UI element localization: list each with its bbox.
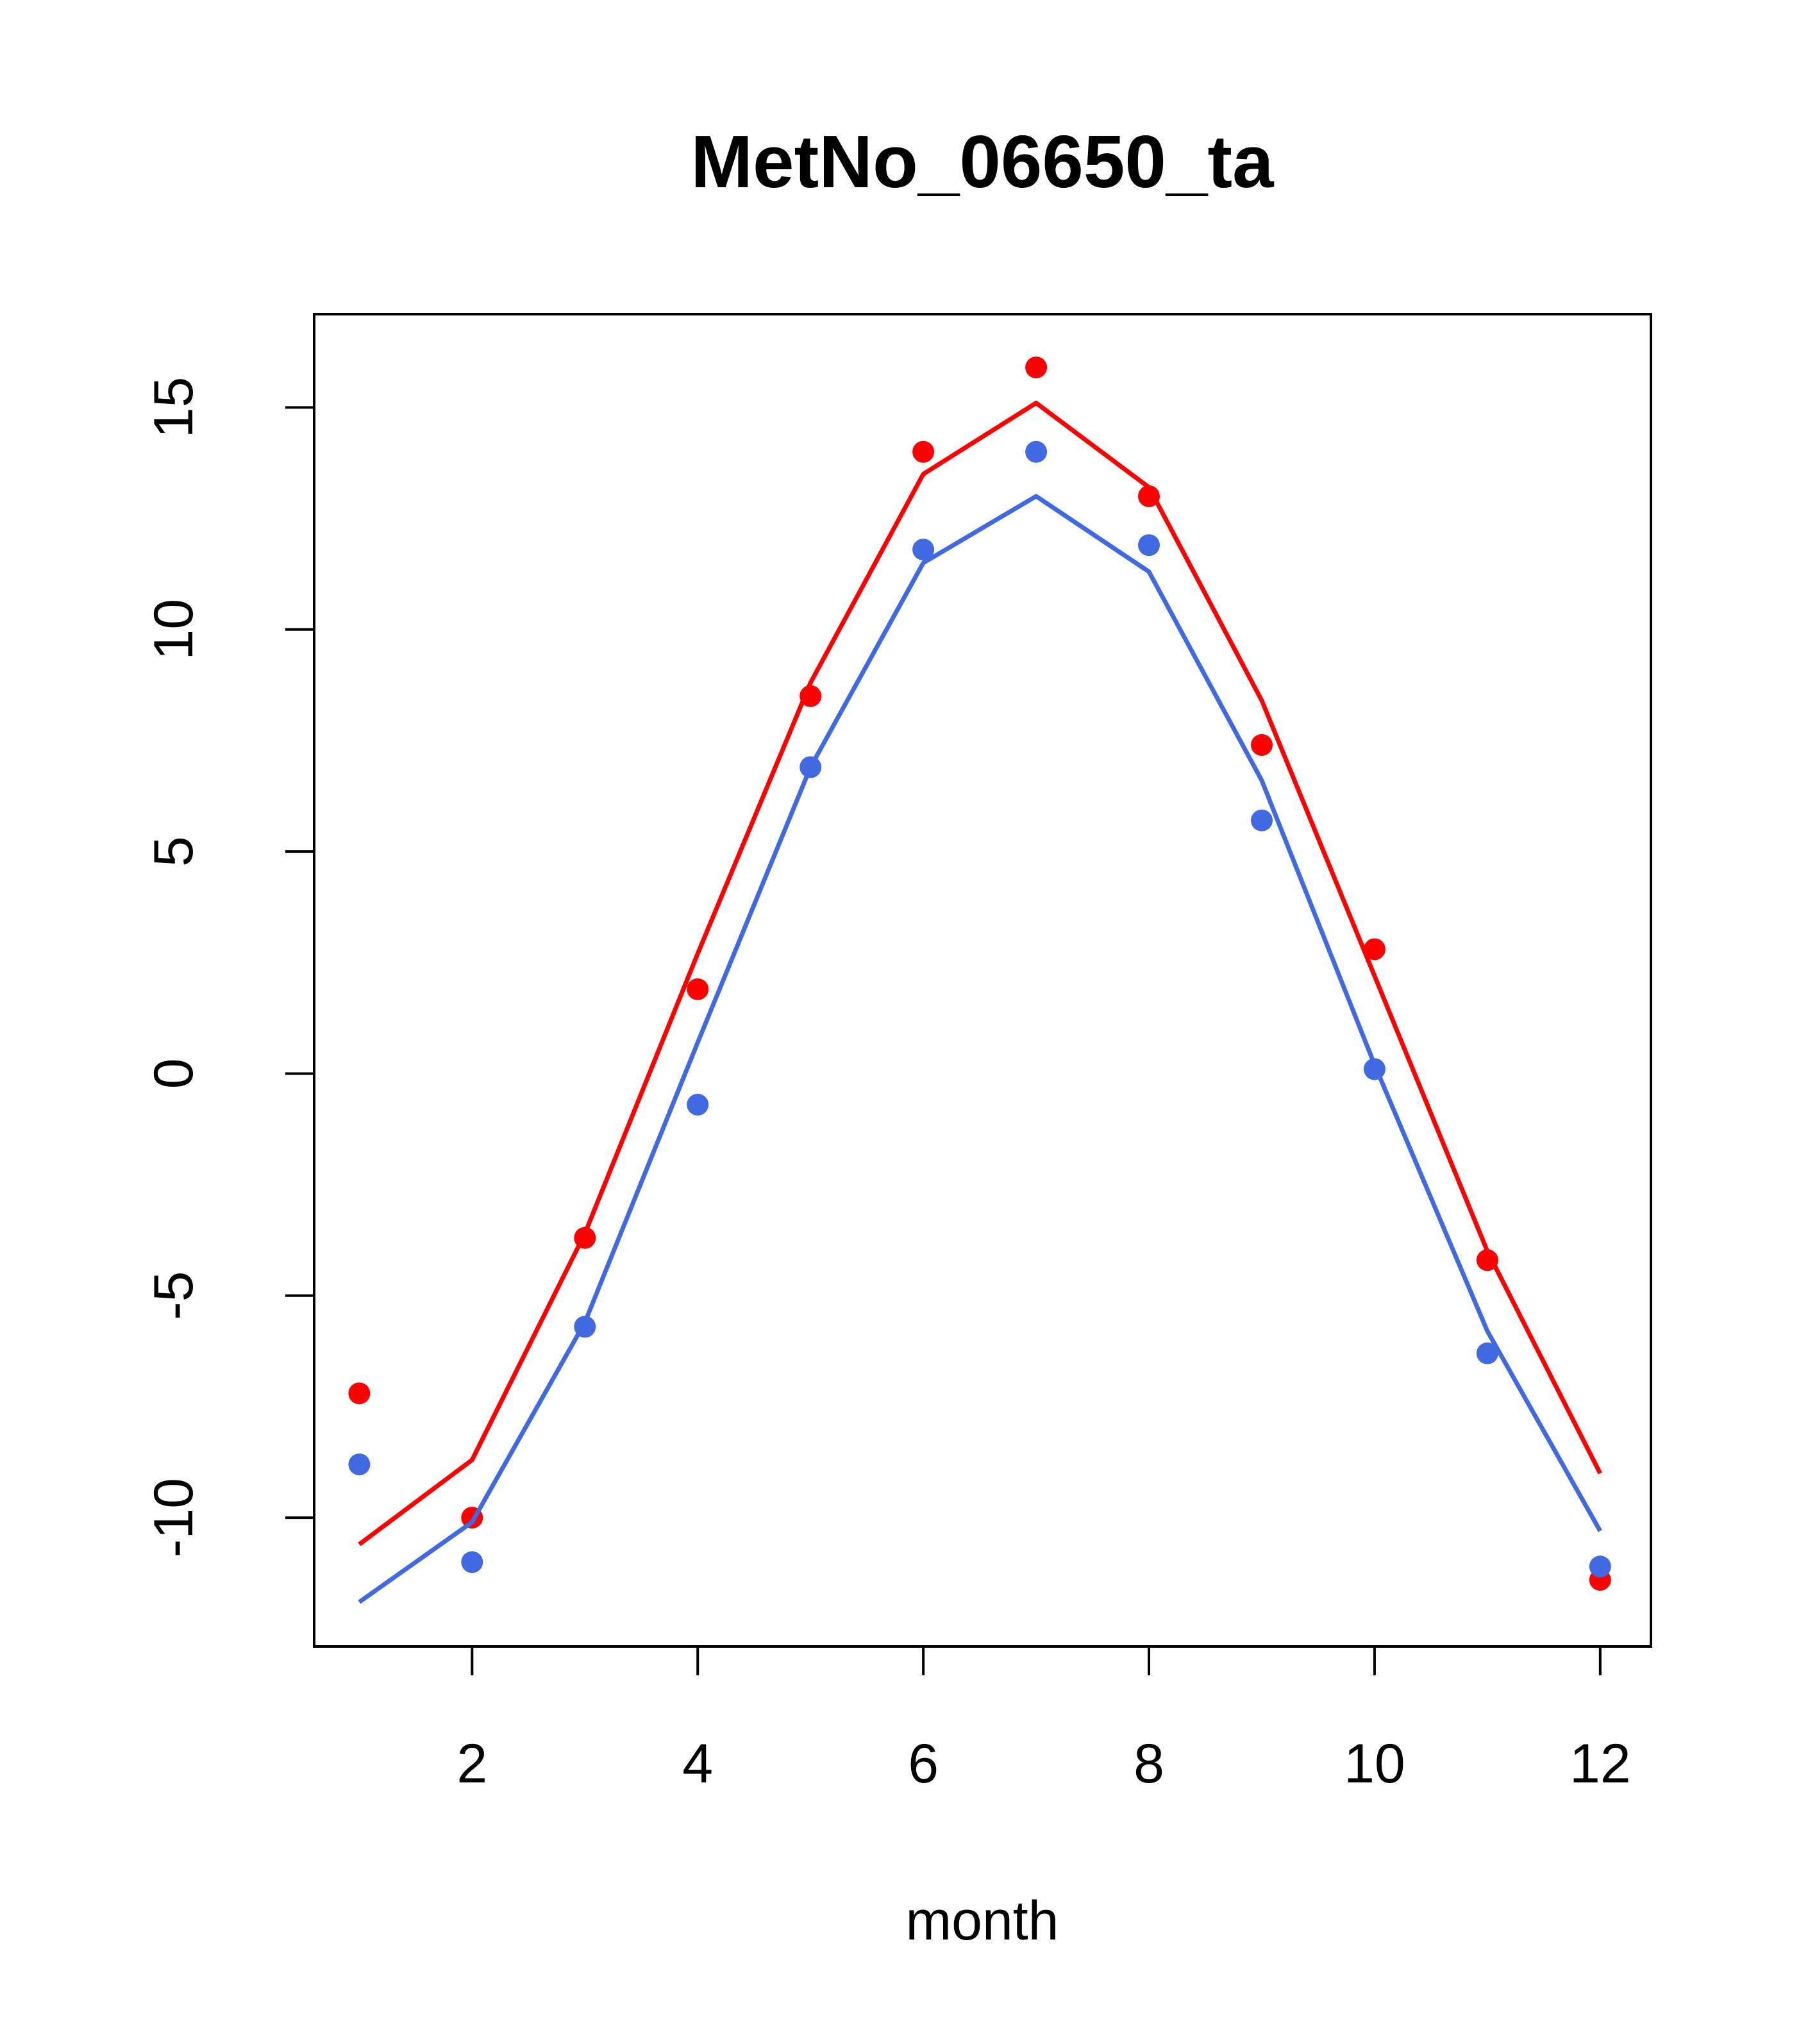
series-2-point xyxy=(461,1551,483,1573)
x-tick-label: 8 xyxy=(1134,1733,1164,1795)
y-tick-label: -10 xyxy=(143,1478,205,1557)
series-1-point xyxy=(574,1227,596,1249)
y-tick-label: -5 xyxy=(143,1271,205,1320)
series-1-point xyxy=(1138,485,1160,507)
y-axis: -10 -5 0 5 10 15 xyxy=(143,377,315,1557)
x-axis-label: month xyxy=(905,1890,1059,1952)
series-1-point xyxy=(687,978,709,1000)
y-tick-label: 5 xyxy=(143,836,205,867)
series-1-point xyxy=(1363,938,1386,960)
series-2-point xyxy=(574,1316,596,1338)
series-2-point xyxy=(1589,1555,1611,1578)
series-2-point xyxy=(912,539,935,561)
series-2-point xyxy=(687,1093,709,1116)
y-tick-label: 15 xyxy=(143,377,205,439)
series-2-point xyxy=(1363,1058,1386,1080)
series-1-line xyxy=(358,401,1602,1546)
y-tick-label: 10 xyxy=(143,599,205,660)
series-2-point xyxy=(1251,809,1273,832)
chart-title: MetNo_06650_ta xyxy=(691,120,1275,203)
y-tick-label: 0 xyxy=(143,1059,205,1089)
series-1-point xyxy=(1251,733,1273,756)
x-tick-label: 12 xyxy=(1570,1733,1631,1795)
series-1-point xyxy=(1476,1249,1498,1271)
series-1-point xyxy=(1025,356,1048,379)
series-2-point xyxy=(1138,534,1160,557)
x-tick-label: 2 xyxy=(456,1733,487,1795)
series-2-point xyxy=(1025,440,1048,463)
series-2-line xyxy=(358,494,1602,1604)
series-1-point xyxy=(800,685,822,707)
x-axis: 2 4 6 8 10 12 xyxy=(456,1645,1631,1795)
plot-area xyxy=(348,356,1611,1604)
series-2 xyxy=(348,440,1611,1604)
series-1-point xyxy=(912,440,935,463)
x-tick-label: 6 xyxy=(908,1733,939,1795)
series-1-point xyxy=(348,1382,371,1405)
series-2-point xyxy=(1476,1342,1498,1364)
x-tick-label: 4 xyxy=(682,1733,713,1795)
series-2-point xyxy=(800,756,822,778)
plot-frame xyxy=(313,313,1652,1648)
series-2-point xyxy=(348,1453,371,1475)
x-tick-label: 10 xyxy=(1344,1733,1405,1795)
